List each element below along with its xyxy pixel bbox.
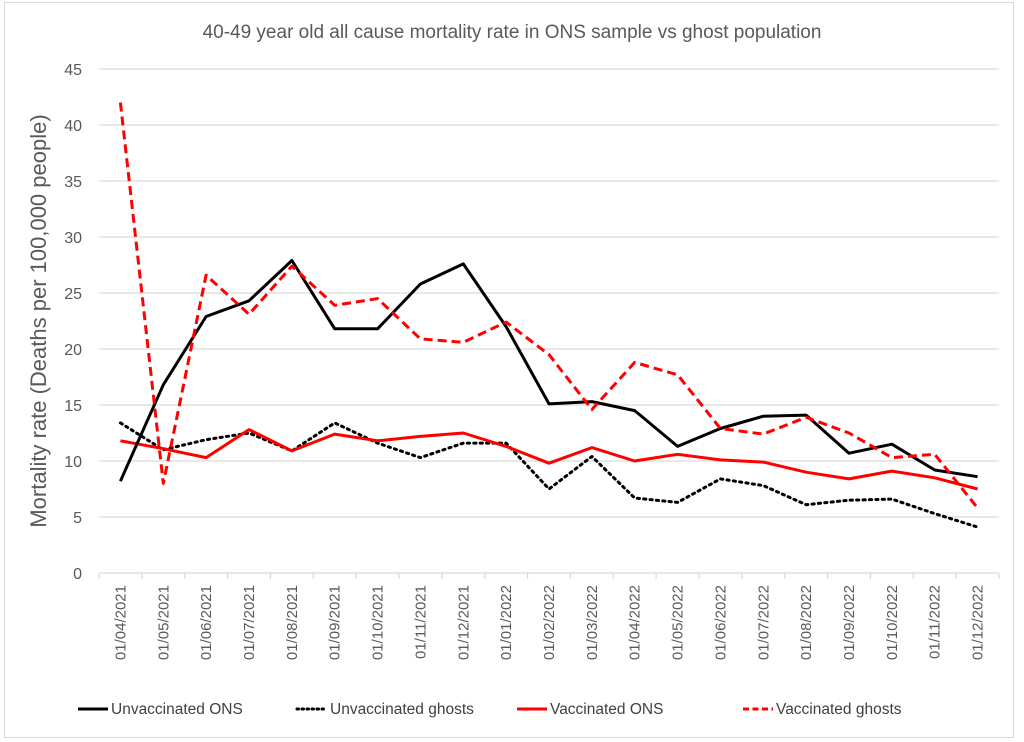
x-tick-label: 01/05/2022 bbox=[670, 585, 687, 660]
x-tick-label: 01/08/2022 bbox=[798, 585, 815, 660]
x-tick-label: 01/09/2022 bbox=[841, 585, 858, 660]
y-tick-label: 45 bbox=[64, 62, 82, 79]
series-line-vaccinated-ons bbox=[120, 428, 978, 491]
y-axis-title: Mortality rate (Deaths per 100,000 peopl… bbox=[26, 114, 51, 527]
x-tick-label: 01/11/2022 bbox=[927, 585, 944, 659]
x-tick-label: 01/07/2022 bbox=[755, 585, 772, 660]
y-tick-label: 0 bbox=[73, 566, 82, 583]
legend-label-unvaccinated-ghosts: Unvaccinated ghosts bbox=[330, 701, 474, 718]
y-tick-label: 35 bbox=[64, 174, 82, 191]
x-tick-label: 01/07/2021 bbox=[241, 585, 258, 660]
x-tick-label: 01/04/2022 bbox=[627, 585, 644, 660]
legend: Unvaccinated ONS Unvaccinated ghosts Vacci… bbox=[78, 701, 902, 718]
y-tick-label: 20 bbox=[64, 342, 82, 359]
series-line-unvaccinated-ons bbox=[119, 259, 978, 482]
x-tick-label: 01/01/2022 bbox=[498, 585, 515, 660]
x-tick-label: 01/06/2022 bbox=[712, 585, 729, 660]
x-tick-label: 01/05/2021 bbox=[155, 585, 172, 660]
y-tick-label: 15 bbox=[64, 398, 82, 415]
x-tick-label: 01/10/2022 bbox=[884, 585, 901, 660]
x-tick-label: 01/03/2022 bbox=[584, 585, 601, 660]
legend-label-unvaccinated-ons: Unvaccinated ONS bbox=[111, 701, 243, 718]
legend-label-vaccinated-ons: Vaccinated ONS bbox=[550, 701, 663, 718]
series-line-unvaccinated-ghosts bbox=[118, 421, 980, 529]
x-tick-label: 01/09/2021 bbox=[327, 585, 344, 660]
y-tick-label: 30 bbox=[64, 230, 82, 247]
y-axis-ticks: 0 5 10 15 20 25 30 35 40 45 bbox=[64, 62, 82, 583]
legend-label-vaccinated-ghosts: Vaccinated ghosts bbox=[776, 701, 902, 718]
series-line-vaccinated-ghosts bbox=[118, 102, 979, 509]
y-tick-label: 5 bbox=[73, 510, 82, 527]
x-tick-label: 01/08/2021 bbox=[284, 585, 301, 660]
y-tick-label: 10 bbox=[64, 454, 82, 471]
series-lines bbox=[118, 102, 980, 529]
y-tick-label: 40 bbox=[64, 118, 82, 135]
x-tick-label: 01/11/2021 bbox=[412, 585, 429, 659]
x-tick-label: 01/04/2021 bbox=[112, 585, 129, 660]
chart-title: 40-49 year old all cause mortality rate … bbox=[203, 22, 822, 43]
x-tick-label: 01/02/2022 bbox=[541, 585, 558, 660]
y-tick-label: 25 bbox=[64, 286, 82, 303]
x-tick-label: 01/10/2021 bbox=[370, 585, 387, 660]
x-tick-label: 01/06/2021 bbox=[198, 585, 215, 660]
gridlines bbox=[99, 68, 999, 518]
x-axis: 01/04/2021 01/05/2021 01/06/2021 01/07/2021… bbox=[98, 572, 1000, 660]
x-tick-label: 01/12/2022 bbox=[970, 585, 987, 660]
x-tick-label: 01/12/2021 bbox=[455, 585, 472, 660]
